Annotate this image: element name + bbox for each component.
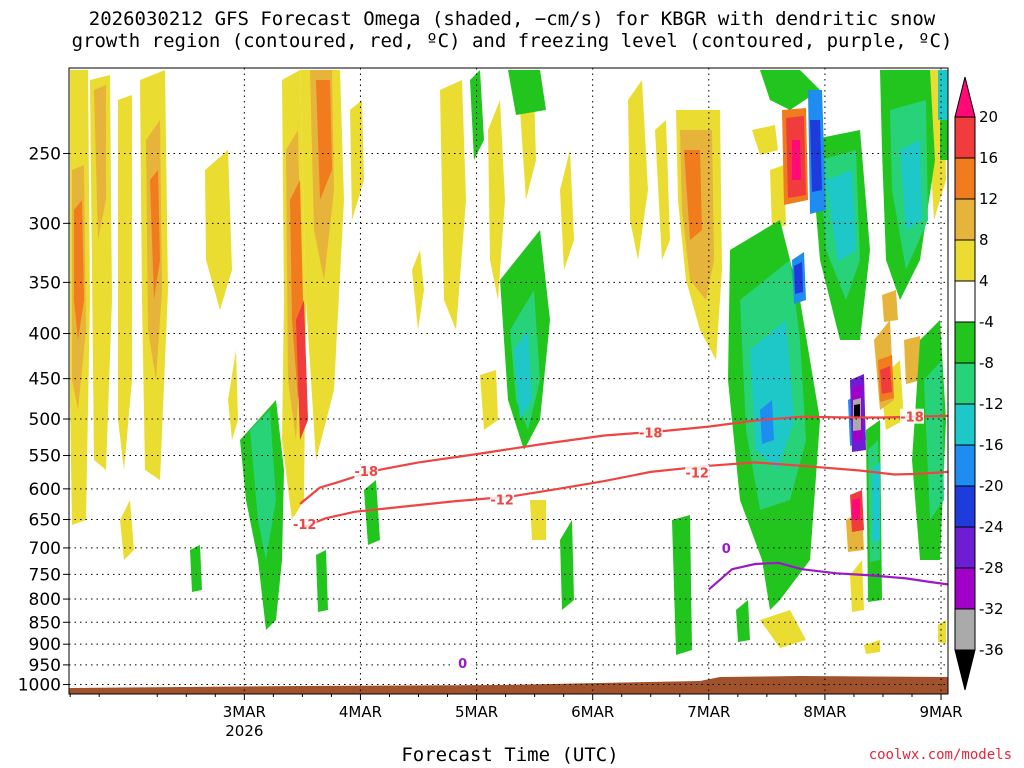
y-tick-label: 350 bbox=[29, 273, 61, 293]
colorbar-swatch bbox=[954, 280, 976, 323]
contour-label-bg bbox=[685, 464, 710, 480]
y-tick-label: 400 bbox=[29, 325, 61, 345]
colorbar-label: -24 bbox=[979, 518, 1004, 536]
colorbar-label: -8 bbox=[979, 354, 994, 372]
contour-label-bg bbox=[638, 424, 663, 440]
colorbar-label: 4 bbox=[979, 272, 989, 290]
contour-label: -12 bbox=[490, 494, 514, 509]
contour-label: -12 bbox=[685, 467, 709, 482]
colorbar-swatch bbox=[954, 198, 976, 241]
colorbar-swatch bbox=[954, 362, 976, 405]
x-tick-label: 6MAR bbox=[571, 703, 614, 721]
colorbar-label: 16 bbox=[979, 149, 998, 167]
chart-title: 2026030212 GFS Forecast Omega (shaded, −… bbox=[0, 8, 1024, 52]
colorbar-swatch bbox=[954, 116, 976, 159]
x-tick-label: 9MAR bbox=[919, 703, 962, 721]
y-tick-label: 800 bbox=[29, 590, 61, 610]
contour-label-bg bbox=[490, 491, 515, 507]
colorbar-label: -16 bbox=[979, 436, 1004, 454]
colorbar-swatch bbox=[954, 567, 976, 610]
colorbar-swatch bbox=[954, 157, 976, 200]
colorbar-label: -36 bbox=[979, 641, 1004, 659]
omega-shading bbox=[69, 70, 948, 694]
y-tick-label: 500 bbox=[29, 410, 61, 430]
colorbar-label: -12 bbox=[979, 395, 1004, 413]
y-tick-label: 850 bbox=[29, 613, 61, 633]
chart-title-line1: 2026030212 GFS Forecast Omega (shaded, −… bbox=[88, 8, 936, 30]
y-tick-label: 250 bbox=[29, 144, 61, 164]
x-tick-label: 7MAR bbox=[687, 703, 730, 721]
contour-labels: -18 -18 -18 -12 -12 -12 0 0 bbox=[292, 408, 925, 672]
y-tick-label: 700 bbox=[29, 539, 61, 559]
y-tick-label: 650 bbox=[29, 511, 61, 531]
x-tick-sublabel: 2026 bbox=[225, 722, 263, 740]
colorbar-swatch bbox=[954, 485, 976, 528]
colorbar-swatch bbox=[954, 526, 976, 569]
y-tick-label: 950 bbox=[29, 656, 61, 676]
y-tick-label: 600 bbox=[29, 480, 61, 500]
contour-line bbox=[708, 561, 948, 591]
x-tick-label: 4MAR bbox=[339, 703, 382, 721]
x-tick-label: 8MAR bbox=[803, 703, 846, 721]
grid-lines bbox=[69, 68, 948, 694]
y-tick-label: 300 bbox=[29, 214, 61, 234]
credit-text: coolwx.com/models bbox=[868, 747, 1012, 763]
y-axis: 2503003504004505005506006507007508008509… bbox=[18, 144, 69, 696]
colorbar-swatch bbox=[954, 444, 976, 487]
contour-label: 0 bbox=[458, 657, 467, 672]
colorbar-label: -28 bbox=[979, 559, 1004, 577]
x-axis: 3MAR20264MAR5MAR6MAR7MAR8MAR9MAR10MAR bbox=[69, 694, 963, 740]
colorbar-label: -4 bbox=[979, 313, 994, 331]
contour-label: -12 bbox=[293, 518, 317, 533]
colorbar-swatch bbox=[954, 403, 976, 446]
contour-label: -18 bbox=[355, 465, 379, 480]
contour-label-bg bbox=[354, 463, 379, 479]
y-tick-label: 750 bbox=[29, 565, 61, 585]
contour-label-bg bbox=[900, 408, 925, 424]
x-axis-label: Forecast Time (UTC) bbox=[401, 744, 619, 766]
y-tick-label: 900 bbox=[29, 635, 61, 655]
contour-line bbox=[299, 461, 948, 530]
contour-label: -18 bbox=[639, 427, 663, 442]
colorbar-label: -32 bbox=[979, 600, 1004, 618]
y-tick-label: 450 bbox=[29, 370, 61, 390]
colorbar-swatch bbox=[954, 239, 976, 282]
y-tick-label: 550 bbox=[29, 447, 61, 467]
x-tick-label: 3MAR bbox=[223, 703, 266, 721]
colorbar-label: 20 bbox=[979, 108, 998, 126]
colorbar-label: 12 bbox=[979, 190, 998, 208]
colorbar-swatch bbox=[954, 608, 976, 651]
contour-label: 0 bbox=[722, 542, 731, 557]
colorbar-swatch bbox=[954, 321, 976, 364]
chart-title-line2: growth region (contoured, red, ºC) and f… bbox=[71, 30, 953, 52]
contour-label: -18 bbox=[900, 411, 924, 426]
contour-label-bg bbox=[714, 539, 739, 555]
x-tick-label: 5MAR bbox=[455, 703, 498, 721]
colorbar-label: -20 bbox=[979, 477, 1004, 495]
colorbar: 20 16 12 8 4 -4 -8 -12 -16 -20 -24 -28 -32 -36 bbox=[954, 76, 1004, 691]
plot-frame bbox=[68, 67, 949, 695]
colorbar-bottom-arrow bbox=[954, 649, 976, 691]
colorbar-top-arrow bbox=[954, 76, 976, 118]
contour-label-bg bbox=[450, 654, 475, 670]
y-tick-label: 1000 bbox=[18, 676, 61, 696]
contour-label-bg bbox=[292, 516, 317, 532]
colorbar-label: 8 bbox=[979, 231, 989, 249]
